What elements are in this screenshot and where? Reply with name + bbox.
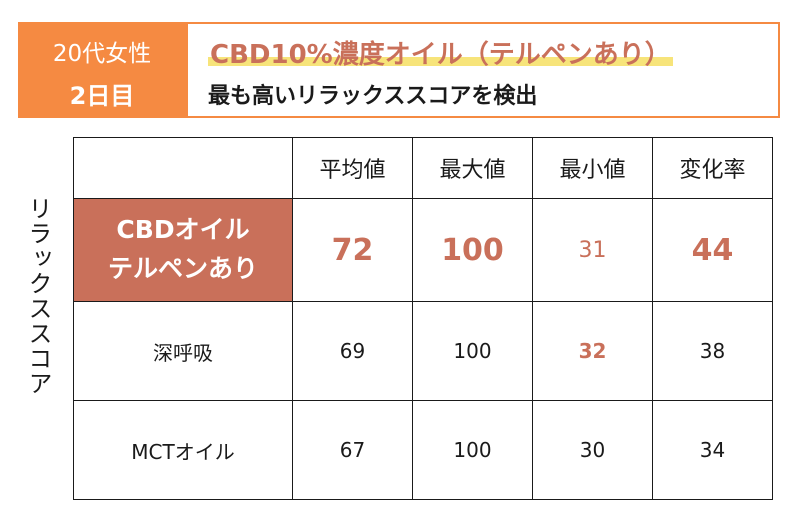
cell-max: 100 xyxy=(412,400,533,500)
row-label-line: CBDオイル xyxy=(116,215,250,245)
header-cell-max: 最大値 xyxy=(412,137,533,199)
cell-max: 100 xyxy=(412,198,533,302)
cell-average: 67 xyxy=(292,400,413,500)
page-title: CBD10%濃度オイル（テルペンあり） xyxy=(208,34,673,71)
cell-change-rate: 34 xyxy=(652,400,773,500)
table-row: MCTオイル 67 100 30 34 xyxy=(73,400,773,500)
badge-day: 2日目 xyxy=(69,82,135,110)
table-header-row: 平均値 最大値 最小値 変化率 xyxy=(73,137,773,199)
cell-min: 30 xyxy=(532,400,653,500)
page-subtitle: 最も高いリラックススコアを検出 xyxy=(208,84,538,109)
table-row: 深呼吸 69 100 32 38 xyxy=(73,301,773,401)
cell-min: 32 xyxy=(532,301,653,401)
cell-max: 100 xyxy=(412,301,533,401)
score-table: 平均値 最大値 最小値 変化率 CBDオイル テルペンあり 72 100 31 … xyxy=(73,137,773,500)
cell-min: 31 xyxy=(532,198,653,302)
header-cell-average: 平均値 xyxy=(292,137,413,199)
row-label-line: テルペンあり xyxy=(107,254,258,283)
row-label-mct-oil: MCTオイル xyxy=(73,400,293,500)
header-title-box: CBD10%濃度オイル（テルペンあり） 最も高いリラックススコアを検出 xyxy=(186,22,780,118)
header-cell-empty xyxy=(73,137,293,199)
table-row: CBDオイル テルペンあり 72 100 31 44 xyxy=(73,198,773,302)
badge-demographic: 20代女性 xyxy=(52,41,152,67)
cell-average: 72 xyxy=(292,198,413,302)
header-cell-change-rate: 変化率 xyxy=(652,137,773,199)
header-badge: 20代女性 2日目 xyxy=(18,22,186,118)
row-label-deep-breathing: 深呼吸 xyxy=(73,301,293,401)
cell-average: 69 xyxy=(292,301,413,401)
row-label-cbd-oil: CBDオイル テルペンあり xyxy=(73,198,293,302)
cell-change-rate: 38 xyxy=(652,301,773,401)
cell-change-rate: 44 xyxy=(652,198,773,302)
y-side-label: リラックススコア xyxy=(24,196,52,396)
header-cell-min: 最小値 xyxy=(532,137,653,199)
